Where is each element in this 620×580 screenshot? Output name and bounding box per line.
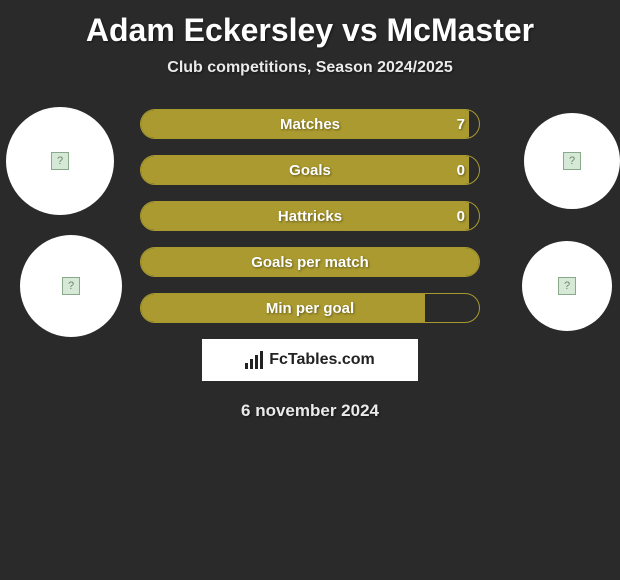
stat-label: Matches: [141, 110, 479, 138]
logo-text: FcTables.com: [269, 351, 375, 369]
date-label: 6 november 2024: [0, 401, 620, 421]
comparison-area: ? ? ? ? Matches7Goals0Hattricks0Goals pe…: [0, 107, 620, 421]
player1-photo-circle: ?: [20, 235, 122, 337]
broken-image-icon: ?: [558, 277, 576, 295]
stat-value-right: 7: [457, 110, 465, 138]
page-title: Adam Eckersley vs McMaster: [0, 0, 620, 49]
broken-image-icon: ?: [51, 152, 69, 170]
broken-image-icon: ?: [62, 277, 80, 295]
stat-label: Hattricks: [141, 202, 479, 230]
player2-club-circle: ?: [524, 113, 620, 209]
stat-value-right: 0: [457, 156, 465, 184]
stat-label: Goals: [141, 156, 479, 184]
player1-club-circle: ?: [6, 107, 114, 215]
stat-value-right: 0: [457, 202, 465, 230]
fctables-logo: FcTables.com: [202, 339, 418, 381]
subtitle: Club competitions, Season 2024/2025: [0, 59, 620, 77]
broken-image-icon: ?: [563, 152, 581, 170]
bar-chart-icon: [245, 351, 265, 369]
stat-bar: Hattricks0: [140, 201, 480, 231]
stat-label: Goals per match: [141, 248, 479, 276]
stat-bar: Min per goal: [140, 293, 480, 323]
stat-bar: Goals0: [140, 155, 480, 185]
stat-bar: Matches7: [140, 109, 480, 139]
stats-bars: Matches7Goals0Hattricks0Goals per matchM…: [140, 107, 480, 323]
stat-bar: Goals per match: [140, 247, 480, 277]
stat-label: Min per goal: [141, 294, 479, 322]
player2-photo-circle: ?: [522, 241, 612, 331]
